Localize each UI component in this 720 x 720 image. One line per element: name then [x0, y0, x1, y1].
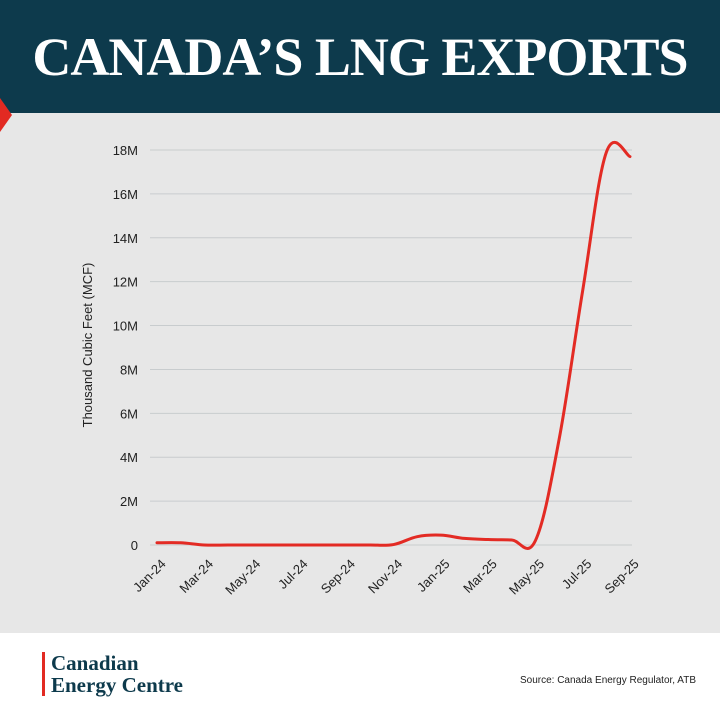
logo-line: Canadian [51, 651, 139, 675]
y-tick-label: 14M [113, 231, 138, 246]
y-axis-label: Thousand Cubic Feet (MCF) [80, 263, 95, 428]
header: CANADA’S LNG EXPORTS [0, 0, 720, 113]
y-tick-label: 4M [120, 450, 138, 465]
y-tick-label: 12M [113, 275, 138, 290]
x-tick-label: Jul-24 [275, 556, 311, 592]
source: Source: Canada Energy Regulator, ATB [519, 675, 696, 686]
accent-triangle [0, 98, 12, 132]
logo: Canadian Energy Centre [42, 652, 183, 696]
y-tick-label: 16M [113, 187, 138, 202]
x-tick-label: May-25 [506, 556, 547, 597]
y-tick-label: 6M [120, 406, 138, 421]
chart: Thousand Cubic Feet (MCF) 0 2M 4M 6M 8M 10M 12… [80, 141, 642, 597]
x-tick-label: Sep-25 [602, 556, 642, 596]
y-tick-label: 2M [120, 494, 138, 509]
y-tick-label: 0 [131, 538, 138, 553]
x-tick-label: Nov-24 [365, 556, 405, 596]
line [155, 141, 632, 550]
x-tick-label: Mar-24 [176, 556, 216, 596]
x-tick-label: Jan-25 [414, 556, 453, 595]
x-tick-label: Jul-25 [559, 556, 595, 592]
x-tick-label: Mar-25 [460, 556, 500, 596]
y-tick-label: 8M [120, 362, 138, 377]
y-tick-label: 18M [113, 143, 138, 158]
x-tick-label: Sep-24 [318, 556, 358, 596]
y-tick-label: 10M [113, 319, 138, 334]
logo-line: Energy Centre [51, 673, 183, 697]
x-tick-label: Jan-24 [130, 556, 169, 595]
x-tick-label: May-24 [222, 556, 263, 597]
title: CANADA’S LNG EXPORTS [32, 27, 688, 87]
